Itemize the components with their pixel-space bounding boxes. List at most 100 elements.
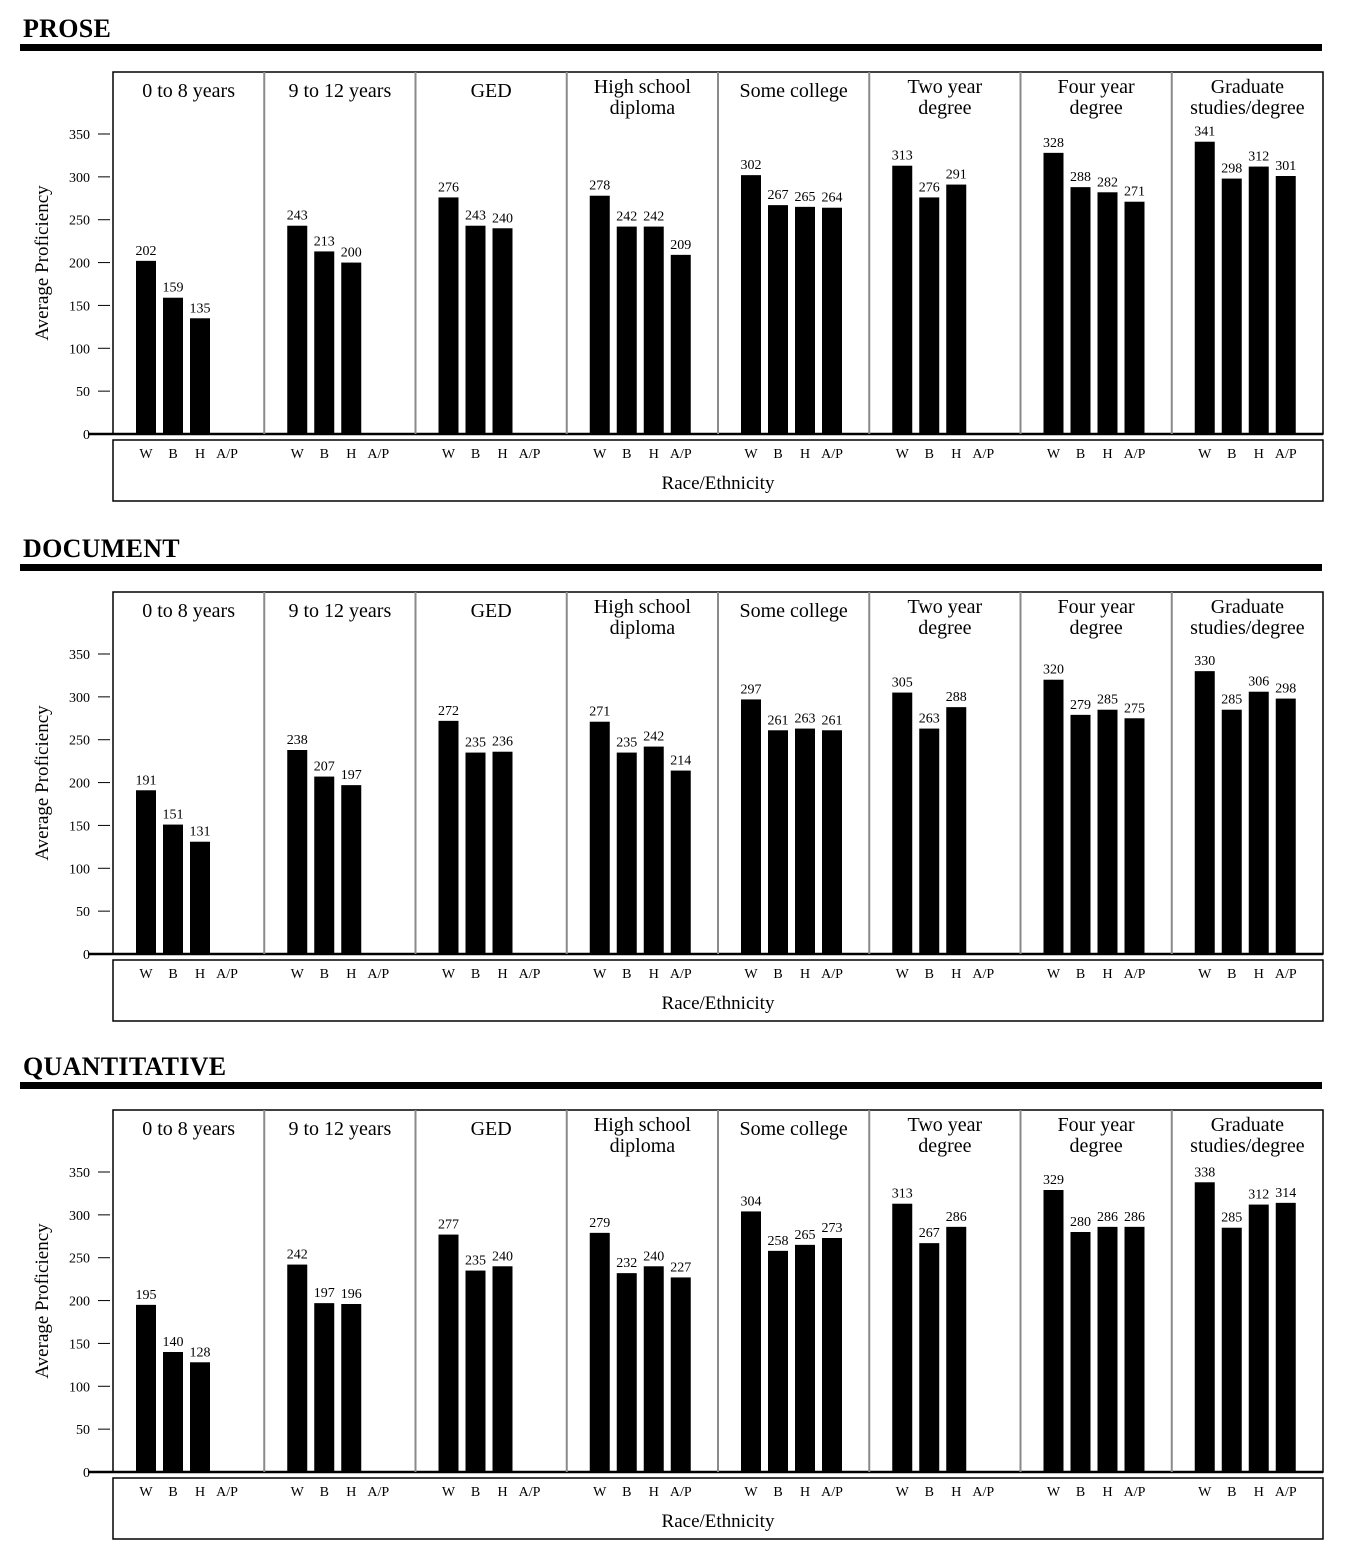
category-label: B [925,967,934,982]
y-tick-label: 350 [69,648,90,663]
group-label: diploma [610,1135,676,1157]
bar-value-label: 159 [163,281,184,296]
y-tick-label: 300 [69,691,90,706]
bar-value-label: 275 [1124,701,1145,716]
y-tick-label: 0 [83,428,90,443]
category-label: H [1254,447,1264,462]
bar-value-label: 286 [946,1210,967,1225]
category-label: B [925,447,934,462]
bar [589,1232,610,1472]
bar [892,165,913,434]
category-label: W [593,1485,607,1500]
y-tick-label: 150 [69,299,90,314]
bar [492,1266,513,1472]
y-tick-label: 250 [69,1252,90,1267]
group-label: GED [471,600,512,622]
group-label: Graduate [1211,596,1284,618]
group-label: degree [1069,617,1122,639]
group-label: Two year [908,1114,983,1136]
bar-value-label: 264 [822,191,843,206]
category-label: H [1254,967,1264,982]
group-label: Graduate [1211,76,1284,98]
group-label: High school [594,596,692,618]
bar-value-label: 151 [163,808,184,823]
bar [1043,1190,1064,1472]
bar-value-label: 263 [795,712,816,727]
bar-value-label: 278 [589,179,610,194]
group-label: degree [1069,1135,1122,1157]
category-label: W [291,447,305,462]
bar-value-label: 240 [492,1249,513,1264]
group-label: 9 to 12 years [288,600,391,622]
group-label: studies/degree [1190,97,1305,119]
bar [741,699,761,954]
category-label: H [1102,447,1112,462]
category-label: B [320,1485,329,1500]
category-label: A/P [972,967,994,982]
bar [1248,1204,1269,1472]
group-label: Four year [1058,596,1136,618]
category-label: W [1198,447,1212,462]
bar-value-label: 197 [314,1286,335,1301]
bar [287,750,308,954]
group-label: studies/degree [1190,617,1305,639]
bar [438,197,459,434]
y-tick-label: 0 [83,1466,90,1481]
bar-value-label: 285 [1221,1211,1242,1226]
category-label: W [744,447,758,462]
category-label: B [1227,967,1236,982]
category-frame [112,439,1324,502]
bar-value-label: 277 [438,1218,459,1233]
bar-value-label: 209 [670,238,691,253]
bar [946,707,967,954]
bar [492,751,513,954]
category-label: W [1198,1485,1212,1500]
category-label: A/P [821,447,843,462]
bar [795,1244,815,1472]
bar-value-label: 313 [892,149,913,164]
bar [616,752,637,954]
y-tick-label: 150 [69,819,90,834]
bar-value-label: 288 [1070,170,1091,185]
bar-value-label: 207 [314,760,335,775]
bar [589,195,610,434]
bar-value-label: 235 [465,736,486,751]
bar [892,692,913,954]
bar [822,207,842,434]
category-label: W [139,447,153,462]
category-label: A/P [821,1485,843,1500]
y-tick-label: 50 [76,385,90,400]
bar-value-label: 320 [1043,663,1064,678]
category-label: B [622,1485,631,1500]
bar-value-label: 312 [1248,150,1269,165]
category-label: W [442,1485,456,1500]
category-label: W [1198,967,1212,982]
category-label: H [1254,1485,1264,1500]
bar [795,728,815,954]
bar-value-label: 258 [768,1234,789,1249]
category-label: W [442,967,456,982]
y-axis-label: Average Proficiency [32,185,53,341]
bar [768,205,788,434]
bar-value-label: 214 [670,754,691,769]
bar-value-label: 243 [465,209,486,224]
bar-value-label: 279 [1070,698,1091,713]
category-label: B [471,447,480,462]
bar-value-label: 267 [768,188,789,203]
category-label: B [471,967,480,982]
section-title: DOCUMENT [23,534,180,563]
group-label: 9 to 12 years [288,80,391,102]
category-label: B [1076,1485,1085,1500]
category-label: B [622,967,631,982]
bar [1194,141,1215,434]
bar-value-label: 131 [190,825,211,840]
section-title: PROSE [23,14,112,43]
category-label: B [773,1485,782,1500]
y-tick-label: 300 [69,1209,90,1224]
bar-value-label: 330 [1194,654,1215,669]
bar-value-label: 242 [616,210,637,225]
category-label: H [800,967,810,982]
bar [1124,718,1145,954]
y-tick-label: 200 [69,777,90,792]
category-label: H [951,967,961,982]
